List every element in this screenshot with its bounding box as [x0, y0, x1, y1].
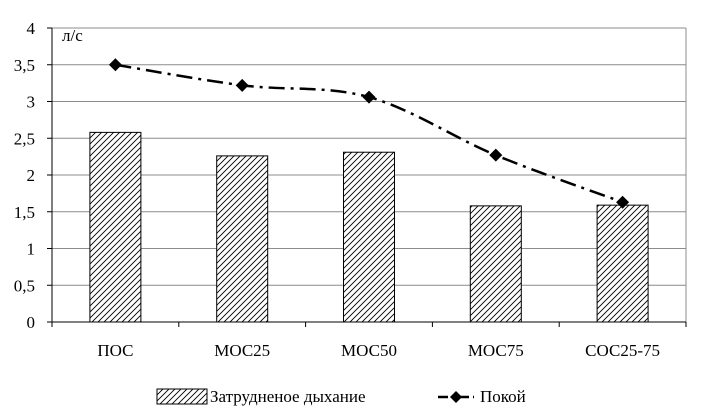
bar: [89, 131, 142, 323]
line-series: [108, 58, 630, 209]
legend: Затрудненое дыхание Покой: [156, 387, 526, 406]
y-tick-label: 3,5: [14, 56, 35, 75]
y-tick-label: 3: [27, 93, 36, 112]
y-tick-label: 1: [27, 240, 36, 259]
x-tick-label: ПОС: [97, 341, 133, 360]
bar: [469, 205, 522, 323]
legend-swatch-marker: [450, 391, 462, 403]
bar: [343, 151, 395, 323]
bar: [216, 155, 269, 323]
legend-label-line: Покой: [480, 387, 526, 406]
x-tick-label: МОС25: [214, 341, 270, 360]
line-point-marker: [108, 58, 122, 72]
legend-label-bars: Затрудненое дыхание: [210, 387, 366, 406]
y-tick-label: 1,5: [14, 203, 35, 222]
bar-series: [89, 131, 649, 323]
line-point-marker: [362, 90, 376, 104]
y-tick-label: 0,5: [14, 276, 35, 295]
line-point-marker: [489, 148, 503, 162]
x-tick-label: СОС25-75: [585, 341, 660, 360]
line-point-marker: [616, 195, 630, 209]
bar: [596, 204, 649, 323]
y-tick-label: 2,5: [14, 129, 35, 148]
line-point-marker: [235, 78, 249, 92]
y-tick-label: 4: [27, 19, 36, 38]
legend-swatch-bars: [156, 388, 208, 405]
y-tick-label: 0: [27, 313, 36, 332]
x-tick-label: МОС75: [468, 341, 524, 360]
axis-labels: 0 0,5 1 1,5 2 2,5 3 3,5 4 ПОС МОС25 МОС50 МОС75 СОС25…: [14, 19, 660, 360]
x-tick-label: МОС50: [341, 341, 397, 360]
unit-label: л/с: [62, 26, 83, 45]
y-tick-label: 2: [27, 166, 36, 185]
